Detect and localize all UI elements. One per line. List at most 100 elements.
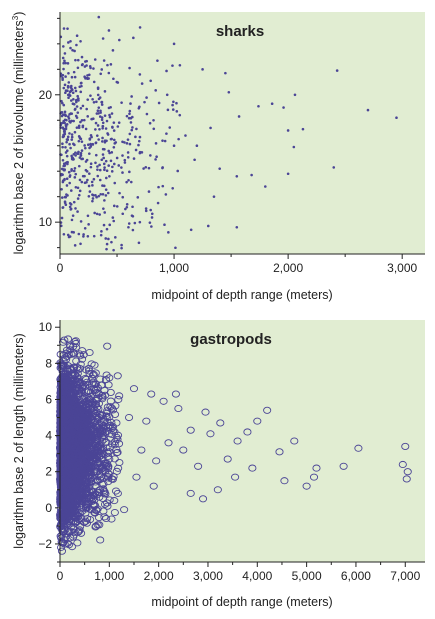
gastropods-data-point (57, 360, 66, 368)
sharks-data-point (157, 101, 161, 105)
sharks-data-point (131, 228, 135, 232)
sharks-data-point (61, 145, 64, 149)
sharks-data-point (78, 178, 82, 182)
sharks-data-point (100, 230, 103, 233)
sharks-data-point (61, 135, 65, 138)
sharks-data-point (67, 71, 70, 75)
sharks-data-point (172, 42, 176, 46)
sharks-data-point (68, 181, 71, 185)
sharks-data-point (161, 166, 164, 170)
sharks-data-point (65, 177, 69, 181)
sharks-data-point (144, 209, 148, 213)
sharks-data-point (149, 154, 152, 157)
sharks-data-point (103, 114, 107, 117)
sharks-data-point (101, 124, 105, 128)
sharks-data-point (171, 64, 174, 67)
sharks-data-point (74, 151, 77, 154)
sharks-data-point (165, 69, 168, 73)
gastropods-data-point (102, 444, 111, 452)
sharks-data-point (86, 178, 89, 182)
sharks-data-point (64, 61, 67, 65)
gastropods-data-point (67, 366, 76, 374)
gastropods-data-point (107, 515, 116, 523)
sharks-data-point (113, 181, 117, 185)
gastropods-x-tick-label: 5,000 (292, 569, 322, 583)
sharks-data-point (171, 186, 174, 190)
sharks-data-point (118, 191, 121, 195)
sharks-data-point (148, 121, 152, 125)
sharks-data-point (116, 81, 120, 84)
gastropods-data-point (63, 484, 72, 492)
sharks-data-point (147, 166, 151, 170)
sharks-data-point (165, 132, 168, 135)
sharks-data-point (96, 93, 100, 97)
sharks-data-point (72, 70, 76, 74)
gastropods-data-point (88, 410, 97, 419)
sharks-data-point (95, 195, 98, 199)
sharks-data-point (92, 117, 95, 121)
sharks-data-point (157, 185, 160, 189)
sharks-data-point (66, 138, 69, 142)
gastropods-data-point (77, 449, 86, 457)
sharks-data-point (111, 216, 115, 219)
gastropods-data-point (147, 390, 156, 398)
sharks-data-point (128, 112, 131, 116)
sharks-data-point (172, 100, 175, 104)
sharks-data-point (63, 195, 67, 199)
gastropods-data-point (72, 471, 81, 480)
gastropods-data-point (115, 458, 124, 467)
gastropods-data-point (171, 390, 180, 398)
sharks-data-point (147, 190, 151, 193)
gastropods-data-point (253, 417, 262, 425)
sharks-data-point (110, 112, 114, 115)
sharks-x-tick-label: 0 (57, 261, 64, 275)
sharks-data-point (131, 205, 134, 209)
sharks-data-point (76, 210, 79, 213)
gastropods-data-point (63, 433, 72, 441)
sharks-data-point (89, 94, 92, 97)
sharks-data-point (91, 142, 95, 146)
sharks-data-point (103, 168, 106, 172)
gastropods-data-point (73, 539, 82, 547)
sharks-data-point (66, 233, 70, 237)
sharks-data-point (77, 150, 80, 154)
sharks-data-point (112, 145, 116, 149)
gastropods-data-point (75, 527, 84, 535)
sharks-data-point (86, 115, 90, 118)
sharks-data-point (100, 158, 104, 162)
sharks-data-point (79, 106, 83, 110)
sharks-data-point (128, 109, 132, 113)
gastropods-data-point (73, 505, 82, 513)
gastropods-data-point (102, 438, 111, 446)
sharks-data-point (250, 173, 253, 177)
sharks-data-point (155, 155, 158, 158)
gastropods-data-point (81, 432, 90, 440)
gastropods-data-point (111, 437, 120, 446)
sharks-data-point (121, 154, 124, 157)
sharks-data-point (128, 142, 132, 146)
sharks-data-point (83, 75, 86, 79)
sharks-data-point (117, 121, 121, 124)
sharks-data-point (82, 118, 86, 122)
sharks-data-point (129, 121, 133, 124)
sharks-data-point (101, 140, 104, 143)
gastropods-data-point (66, 396, 75, 404)
gastropods-data-point (112, 419, 121, 427)
gastropods-data-point (91, 478, 100, 486)
sharks-data-point (164, 193, 168, 196)
gastropods-data-point (69, 510, 78, 518)
gastropods-y-tick-label: −2 (38, 537, 52, 551)
sharks-data-point (93, 211, 96, 215)
gastropods-data-point (71, 514, 80, 522)
sharks-data-point (125, 203, 129, 206)
gastropods-data-point (79, 351, 88, 359)
sharks-data-point (130, 128, 134, 132)
sharks-data-point (144, 165, 148, 169)
sharks-data-point (104, 194, 108, 197)
sharks-data-point (105, 176, 108, 180)
sharks-data-point (138, 26, 142, 29)
sharks-data-point (138, 220, 142, 224)
sharks-data-point (70, 133, 74, 136)
sharks-data-point (69, 189, 73, 192)
sharks-data-point (75, 34, 79, 37)
